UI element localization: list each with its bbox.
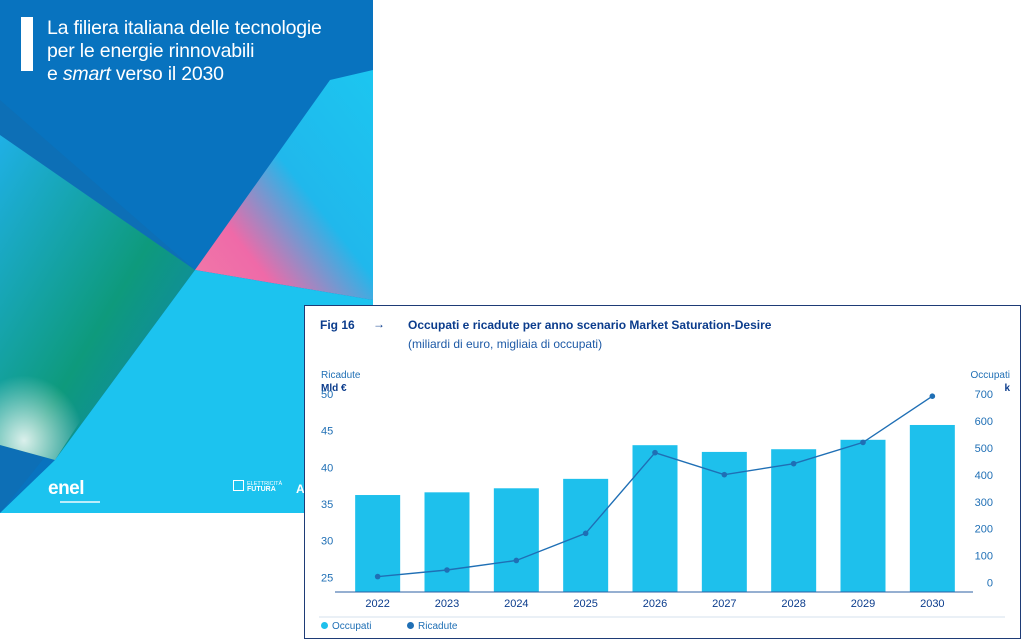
- bar-occupati-2023: [424, 492, 470, 592]
- enel-logo: enel: [48, 478, 85, 499]
- right-tick-label: 100: [975, 551, 993, 563]
- x-tick-label: 2028: [781, 598, 805, 610]
- right-tick-label: 200: [975, 524, 993, 536]
- point-ricadute-2030: [929, 393, 936, 399]
- right-tick-label: 500: [975, 443, 993, 455]
- bar-occupati-2029: [840, 439, 886, 592]
- x-tick-label: 2026: [643, 598, 667, 610]
- x-tick-label: 2027: [712, 598, 736, 610]
- left-tick-label: 40: [321, 462, 333, 474]
- arrow-icon: →: [373, 317, 385, 331]
- elettricita-futura-logo: ELETTRICITÀ FUTURA: [247, 481, 283, 493]
- point-ricadute-2026: [652, 449, 658, 456]
- left-tick-label: 50: [321, 389, 333, 401]
- figure-title: Occupati e ricadute per anno scenario Ma…: [408, 318, 772, 332]
- point-ricadute-2028: [790, 460, 797, 467]
- point-ricadute-2027: [721, 471, 728, 478]
- x-tick-label: 2022: [365, 598, 389, 610]
- x-tick-label: 2023: [435, 598, 459, 610]
- enel-foundation-mark: [60, 501, 100, 503]
- legend-ricadute: Ricadute: [407, 621, 457, 632]
- legend-occupati-swatch: [321, 622, 328, 629]
- left-tick-label: 30: [321, 536, 333, 548]
- partner-logo: A: [296, 482, 305, 496]
- bar-occupati-2024: [493, 488, 539, 592]
- point-ricadute-2025: [582, 530, 589, 537]
- right-tick-label: 300: [975, 497, 993, 509]
- x-tick-label: 2024: [504, 598, 528, 610]
- right-tick-label: 0: [987, 578, 993, 590]
- cover-title-bar: [21, 17, 33, 71]
- right-tick-label: 700: [975, 389, 993, 401]
- cover-title: La filiera italiana delle tecnologie per…: [47, 17, 322, 85]
- right-axis-title: Occupati k: [970, 370, 1010, 394]
- report-cover: La filiera italiana delle tecnologie per…: [0, 0, 373, 513]
- figure-card: Fig 16 → Occupati e ricadute per anno sc…: [304, 305, 1021, 639]
- x-tick-label: 2030: [920, 598, 944, 610]
- point-ricadute-2023: [444, 567, 450, 573]
- bar-occupati-2026: [632, 445, 678, 592]
- left-axis-title: Ricadute Mld €: [321, 370, 361, 394]
- left-tick-label: 35: [321, 499, 333, 511]
- point-ricadute-2029: [860, 439, 866, 446]
- x-tick-label: 2025: [573, 598, 597, 610]
- figure-subtitle: (miliardi di euro, migliaia di occupati): [408, 337, 603, 351]
- bar-occupati-2030: [909, 424, 955, 592]
- left-tick-label: 45: [321, 426, 333, 438]
- left-tick-label: 25: [321, 572, 333, 584]
- legend-ricadute-swatch: [407, 622, 414, 629]
- elettricita-futura-icon: [233, 480, 244, 491]
- right-tick-label: 400: [975, 470, 993, 482]
- bar-occupati-2028: [771, 449, 817, 592]
- figure-number: Fig 16: [320, 318, 355, 332]
- point-ricadute-2024: [513, 557, 520, 564]
- right-tick-label: 600: [975, 416, 993, 428]
- cover-artwork: [0, 70, 373, 513]
- legend-occupati: Occupati: [321, 621, 371, 632]
- point-ricadute-2022: [374, 573, 381, 580]
- x-tick-label: 2029: [851, 598, 875, 610]
